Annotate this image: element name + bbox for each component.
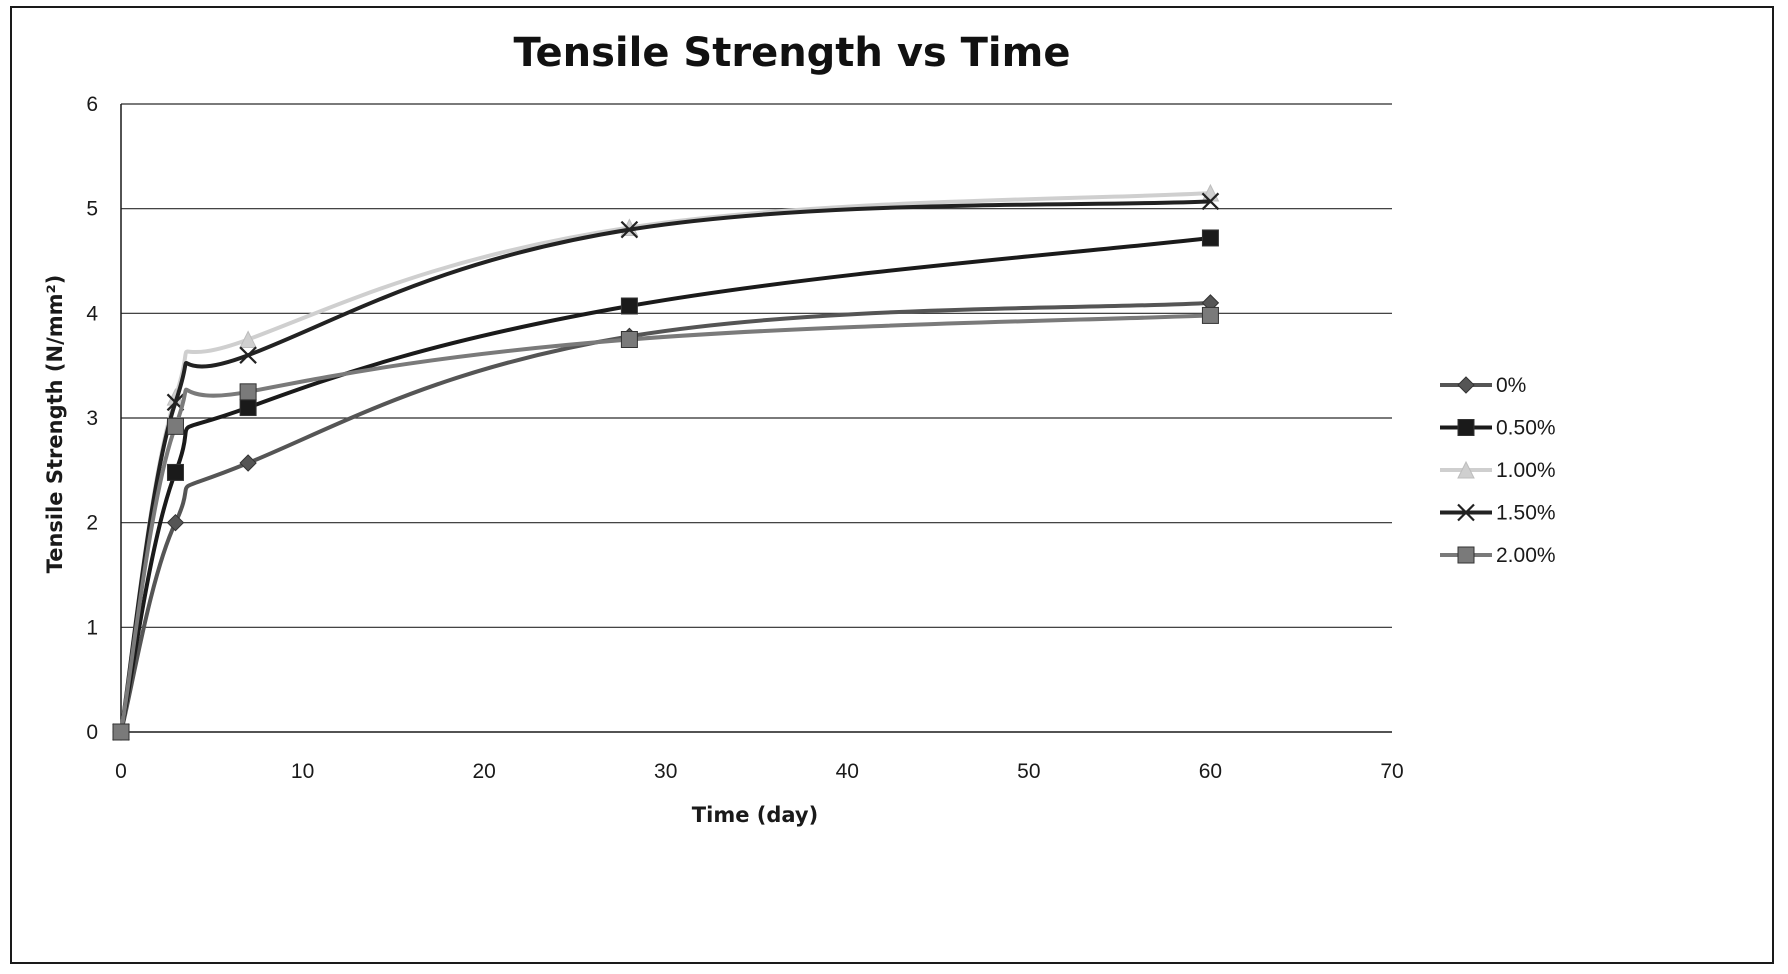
x-tick-labels: 0 10 20 30 40 50 60 70: [115, 760, 1404, 783]
x-tick-20: 20: [472, 760, 495, 783]
legend: 0% 0.50% 1.00% 1.50% 2.00%: [1440, 374, 1556, 567]
legend-item-1: 0.50%: [1440, 417, 1556, 440]
legend-marker-3: [1457, 503, 1475, 522]
x-axis-label: Time (day): [692, 803, 818, 827]
series-line-4: [119, 313, 1211, 733]
data-point-3-3: [620, 220, 639, 239]
y-tick-labels: 0 1 2 3 4 5 6: [86, 93, 98, 744]
y-tick-3: 3: [86, 407, 98, 430]
series-0: [112, 294, 1220, 741]
y-tick-1: 1: [86, 616, 98, 639]
data-point-1-1: [166, 463, 184, 481]
axes: [120, 104, 1392, 733]
data-point-0-2: [239, 454, 257, 472]
series-4: [112, 306, 1219, 741]
y-tick-2: 2: [86, 512, 98, 535]
data-point-1-4: [1201, 229, 1219, 247]
y-tick-4: 4: [86, 302, 98, 325]
series-3: [112, 192, 1220, 741]
legend-label-1: 0.50%: [1496, 417, 1556, 440]
y-tick-0: 0: [86, 721, 98, 744]
data-point-3-4: [1201, 192, 1220, 211]
data-point-4-0: [112, 723, 130, 741]
data-point-4-1: [166, 417, 184, 435]
y-axis-label: Tensile Strength (N/mm²): [43, 275, 67, 574]
series-line-0: [119, 300, 1211, 733]
legend-item-4: 2.00%: [1440, 544, 1556, 567]
legend-label-4: 2.00%: [1496, 544, 1556, 567]
data-point-1-3: [620, 297, 638, 315]
legend-marker-1: [1457, 419, 1475, 436]
series-line-2: [119, 190, 1211, 733]
x-tick-0: 0: [115, 760, 127, 783]
data-point-2-2: [239, 330, 257, 348]
series-2: [112, 183, 1220, 741]
series-layer: [112, 183, 1220, 741]
legend-label-2: 1.00%: [1496, 459, 1556, 482]
legend-marker-0: [1457, 376, 1475, 394]
gridlines: [121, 103, 1392, 628]
x-tick-40: 40: [836, 760, 859, 783]
legend-marker-2: [1457, 460, 1475, 479]
legend-item-0: 0%: [1440, 374, 1526, 397]
chart: Tensile Strength vs Time 0 1 2 3 4 5 6 0 10 20 30…: [43, 30, 1556, 827]
data-point-0-1: [166, 513, 185, 532]
data-point-1-2: [239, 399, 257, 417]
legend-marker-4: [1457, 546, 1475, 564]
series-line-3: [119, 199, 1211, 733]
x-tick-60: 60: [1199, 760, 1222, 783]
x-tick-10: 10: [291, 760, 314, 783]
series-line-1: [119, 235, 1211, 733]
data-point-3-2: [239, 346, 257, 364]
legend-label-0: 0%: [1496, 374, 1526, 397]
y-tick-6: 6: [86, 93, 98, 116]
x-tick-70: 70: [1380, 760, 1403, 783]
legend-label-3: 1.50%: [1496, 502, 1556, 525]
x-tick-30: 30: [654, 760, 677, 783]
chart-title: Tensile Strength vs Time: [514, 30, 1071, 76]
x-tick-50: 50: [1017, 760, 1040, 783]
legend-item-3: 1.50%: [1440, 502, 1556, 525]
chart-frame: Tensile Strength vs Time 0 1 2 3 4 5 6 0 10 20 30…: [10, 6, 1774, 964]
y-tick-5: 5: [86, 198, 98, 221]
data-point-4-4: [1201, 306, 1219, 324]
legend-item-2: 1.00%: [1440, 459, 1556, 482]
data-point-4-2: [239, 383, 257, 401]
data-point-4-3: [620, 331, 638, 348]
